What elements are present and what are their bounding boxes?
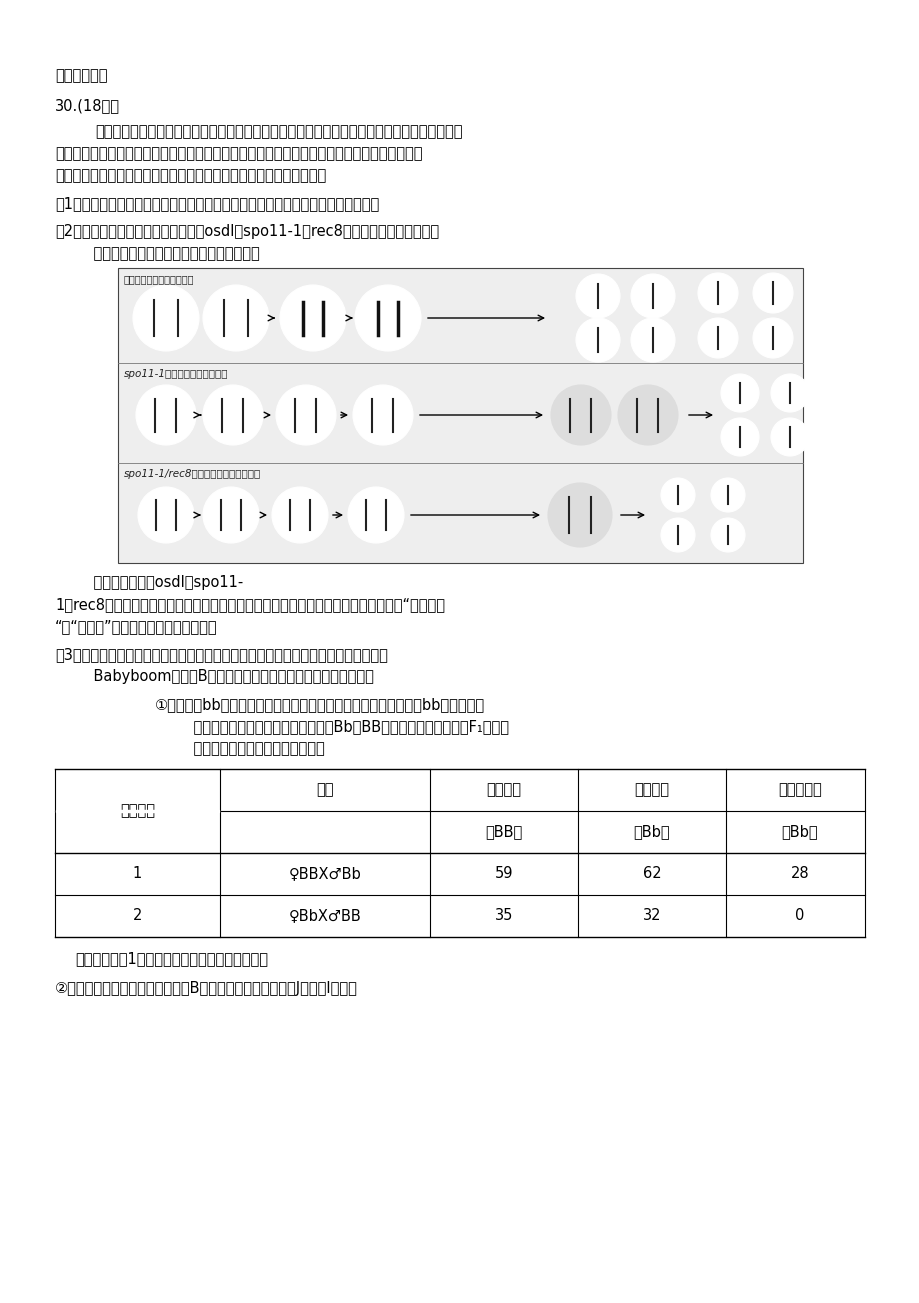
Circle shape <box>355 285 421 351</box>
Circle shape <box>575 318 619 362</box>
Text: 与野生型相比，osdl、spo11-: 与野生型相比，osdl、spo11- <box>75 575 243 590</box>
Circle shape <box>136 384 196 446</box>
Circle shape <box>203 487 259 543</box>
Bar <box>118 268 802 563</box>
Circle shape <box>752 318 792 358</box>
Circle shape <box>630 318 675 362</box>
Circle shape <box>203 285 268 351</box>
Circle shape <box>770 374 808 412</box>
Text: 野生型减数分裂结果示意图: 野生型减数分裂结果示意图 <box>124 274 194 284</box>
Text: ②为了进一步验证上述推测，选取B基因存在个别碱基差异的J品系和I品系进: ②为了进一步验证上述推测，选取B基因存在个别碱基差异的J品系和I品系进 <box>55 981 357 995</box>
Circle shape <box>698 318 737 358</box>
Text: ①野生型和bb突变体种子在外观上没有差别，但是显微观察发现，bb突变体的胚: ①野生型和bb突变体种子在外观上没有差别，但是显微观察发现，bb突变体的胚 <box>154 697 484 711</box>
Text: 1: 1 <box>132 866 142 882</box>
Text: 萌发种子: 萌发种子 <box>634 783 669 797</box>
Text: 未明发种子: 未明发种子 <box>777 783 821 797</box>
Circle shape <box>203 384 263 446</box>
Text: 实现了水稻的无融合生殖（孤雌生殖），使杂种优势的性状得以保持。: 实现了水稻的无融合生殖（孤雌生殖），使杂种优势的性状得以保持。 <box>55 168 326 182</box>
Text: spo11-1突变体的减数分裂结果: spo11-1突变体的减数分裂结果 <box>124 369 228 379</box>
Text: 1、rec8三个基因同时突变的纯合子进行减数分裂，形成的子细胞中染色体组成与（填“生殖细胞: 1、rec8三个基因同时突变的纯合子进行减数分裂，形成的子细胞中染色体组成与（填… <box>55 597 445 612</box>
Text: 0: 0 <box>794 908 804 924</box>
Circle shape <box>133 285 199 351</box>
Circle shape <box>630 274 675 318</box>
Circle shape <box>138 487 194 543</box>
Circle shape <box>347 487 403 543</box>
Text: （2）科学家发现在植物中有三个基因osdl、spo11-1、rec8参与了减数分裂，诱导其: （2）科学家发现在植物中有三个基因osdl、spo11-1、rec8参与了减数分… <box>55 224 438 238</box>
Circle shape <box>575 274 619 318</box>
Text: 的后代会发生性状分离，无法保持杂种优势，农民必须每年购买新的种子。袁隆平团队通过研究: 的后代会发生性状分离，无法保持杂种优势，农民必须每年购买新的种子。袁隆平团队通过… <box>55 146 422 162</box>
Text: 突变后，突变体的减数分裂结果如图所示：: 突变后，突变体的减数分裂结果如图所示： <box>75 246 259 261</box>
Text: 35: 35 <box>494 908 513 924</box>
Text: 30.(18分）: 30.(18分） <box>55 98 119 113</box>
Circle shape <box>276 384 335 446</box>
Bar <box>56 810 219 812</box>
Text: （BB）: （BB） <box>485 825 522 839</box>
Text: ♀BbX♂BB: ♀BbX♂BB <box>289 908 361 924</box>
Text: 杂种优势是指杂交后代在生活力、抗逆性、适应性和产量等方面优于双亲的现象。但是由于杂种: 杂种优势是指杂交后代在生活力、抗逆性、适应性和产量等方面优于双亲的现象。但是由于… <box>95 124 462 139</box>
Text: 62: 62 <box>642 866 661 882</box>
Circle shape <box>710 519 744 552</box>
Circle shape <box>770 418 808 456</box>
Text: 亲本组合: 亲本组合 <box>119 804 154 818</box>
Text: “或“体细胞”）相同。请据图说明原因。: “或“体细胞”）相同。请据图说明原因。 <box>55 619 218 635</box>
Circle shape <box>353 384 413 446</box>
Circle shape <box>279 285 346 351</box>
Circle shape <box>720 418 758 456</box>
Circle shape <box>660 519 694 552</box>
Circle shape <box>272 487 328 543</box>
Circle shape <box>720 374 758 412</box>
Text: （Bb）: （Bb） <box>781 825 817 839</box>
Text: 一、丰台一模: 一、丰台一模 <box>55 68 108 83</box>
Text: Babyboom（简称B）基因在胚的发育启动过程中有重要作用。: Babyboom（简称B）基因在胚的发育启动过程中有重要作用。 <box>75 668 373 684</box>
Text: 32: 32 <box>642 908 661 924</box>
Text: 子代: 子代 <box>316 783 334 797</box>
Text: 2: 2 <box>132 908 142 924</box>
Text: （Bb）: （Bb） <box>633 825 670 839</box>
Text: 59: 59 <box>494 866 513 882</box>
Circle shape <box>752 274 792 313</box>
Text: 推测杂交组合1子代中部分种子不萌发的原因：。: 推测杂交组合1子代中部分种子不萌发的原因：。 <box>75 951 267 966</box>
Text: （3）种子中的胚由受精卵发育而来，胚乳由受精极核发育而来。科学家在水稻中发现: （3）种子中的胚由受精卵发育而来，胚乳由受精极核发育而来。科学家在水稻中发现 <box>55 648 388 662</box>
Circle shape <box>710 478 744 512</box>
Text: （1）减数分裂过程中，同源染色体须先经过再分离，才能实现染色体的平均分配。: （1）减数分裂过程中，同源染色体须先经过再分离，才能实现染色体的平均分配。 <box>55 195 379 211</box>
Circle shape <box>550 384 610 446</box>
Text: spo11-1/rec8双突变体的减数分裂结果: spo11-1/rec8双突变体的减数分裂结果 <box>124 469 261 480</box>
Circle shape <box>660 478 694 512</box>
Text: 28: 28 <box>789 866 809 882</box>
Text: ♀BBX♂Bb: ♀BBX♂Bb <box>289 866 361 882</box>
Text: 萌发种子: 萌发种子 <box>486 783 521 797</box>
Text: 进行萌发实验，结果如下表所示：: 进行萌发实验，结果如下表所示： <box>175 741 324 756</box>
Circle shape <box>618 384 677 446</box>
Circle shape <box>548 483 611 547</box>
Text: 发育早期停滞或者只分裂不分化。用Bb和BB进行正反交，将产生的F₁代种子: 发育早期停滞或者只分裂不分化。用Bb和BB进行正反交，将产生的F₁代种子 <box>175 719 508 734</box>
Circle shape <box>698 274 737 313</box>
